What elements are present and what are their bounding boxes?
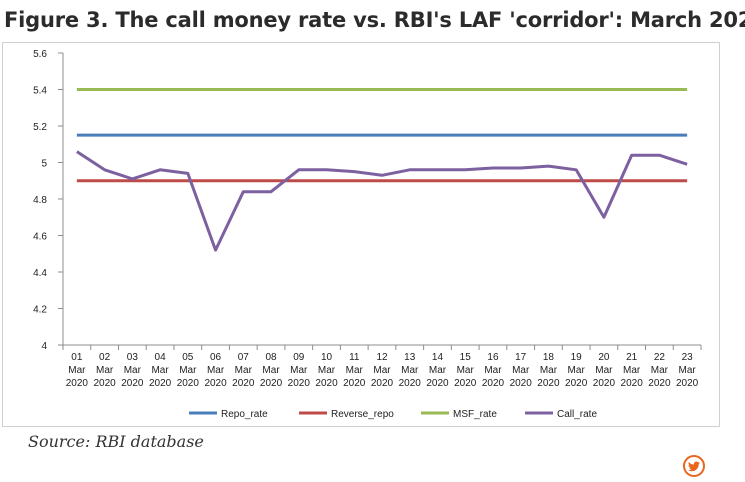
chart-frame: 4 4.2 4.4 4.6 4.8 5 5.2 5.4 5.6 01 Mar 2020 02 Mar 20… <box>2 42 720 427</box>
x-tick-label: 11 Mar 2020 <box>343 352 366 389</box>
legend-label: Repo_rate <box>221 409 268 420</box>
y-tick-label: 4.4 <box>33 268 47 279</box>
legend-label: Call_rate <box>557 409 597 420</box>
y-tick-label: 5.2 <box>33 122 47 133</box>
x-tick-label: 08 Mar 2020 <box>260 352 283 389</box>
legend-label: MSF_rate <box>453 409 497 420</box>
series-lines <box>76 88 688 252</box>
y-tick-label: 5 <box>41 159 47 170</box>
x-tick-label: 05 Mar 2020 <box>177 352 200 389</box>
x-tick-label: 16 Mar 2020 <box>482 352 505 389</box>
legend: Repo_rate Reverse_repo MSF_rate Call_rate <box>189 409 597 420</box>
y-axis: 4 4.2 4.4 4.6 4.8 5 5.2 5.4 5.6 <box>33 49 64 352</box>
chart-title: Figure 3. The call money rate vs. RBI's … <box>4 8 745 32</box>
twitter-icon <box>688 461 700 471</box>
y-tick-label: 4 <box>41 341 47 352</box>
series-line-call-rate <box>76 150 688 252</box>
x-tick-label: 02 Mar 2020 <box>93 352 116 389</box>
x-tick-label: 21 Mar 2020 <box>621 352 644 389</box>
x-tick-label: 17 Mar 2020 <box>510 352 533 389</box>
y-tick-label: 5.4 <box>33 86 47 97</box>
x-tick-label: 14 Mar 2020 <box>426 352 449 389</box>
legend-label: Reverse_repo <box>331 409 394 420</box>
x-tick-label: 15 Mar 2020 <box>454 352 477 389</box>
x-tick-label: 19 Mar 2020 <box>565 352 588 389</box>
x-tick-label: 22 Mar 2020 <box>648 352 671 389</box>
x-tick-label: 09 Mar 2020 <box>288 352 311 389</box>
x-tick-label: 10 Mar 2020 <box>315 352 338 389</box>
x-tick-label: 01 Mar 2020 <box>66 352 89 389</box>
x-tick-label: 20 Mar 2020 <box>593 352 616 389</box>
x-tick-label: 07 Mar 2020 <box>232 352 255 389</box>
x-tick-label: 23 Mar 2020 <box>676 352 699 389</box>
source-note: Source: RBI database <box>28 432 204 451</box>
twitter-share-button[interactable] <box>683 455 705 477</box>
x-tick-label: 12 Mar 2020 <box>371 352 394 389</box>
y-tick-label: 4.8 <box>33 195 47 206</box>
x-tick-label: 03 Mar 2020 <box>121 352 144 389</box>
y-tick-label: 5.6 <box>33 49 47 60</box>
x-tick-label: 13 Mar 2020 <box>399 352 422 389</box>
x-tick-label: 18 Mar 2020 <box>537 352 560 389</box>
x-tick-label: 06 Mar 2020 <box>204 352 227 389</box>
y-tick-label: 4.2 <box>33 305 47 316</box>
x-tick-label: 04 Mar 2020 <box>149 352 172 389</box>
y-tick-label: 4.6 <box>33 232 47 243</box>
